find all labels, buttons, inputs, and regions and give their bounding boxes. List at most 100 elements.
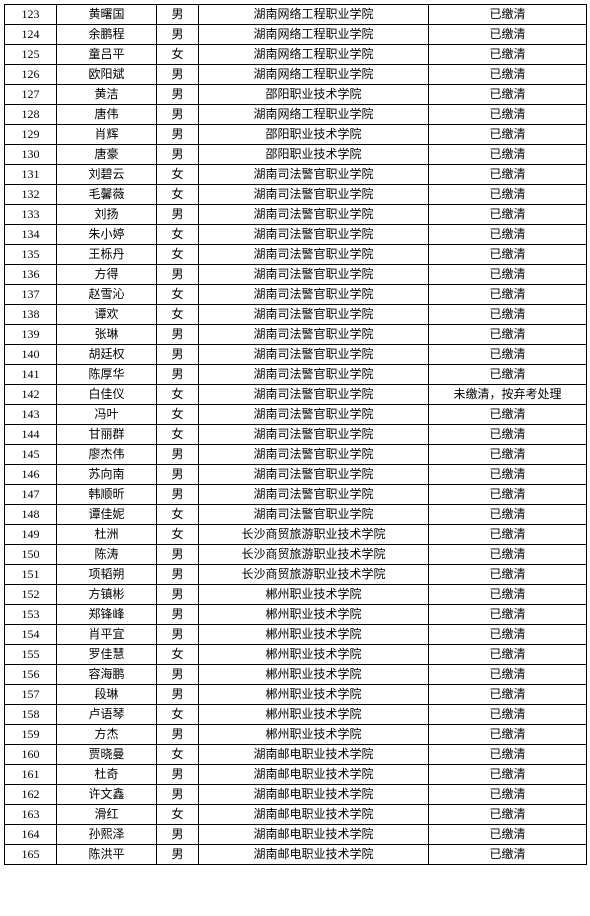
- gender: 女: [157, 745, 199, 765]
- row-number: 157: [5, 685, 57, 705]
- gender: 男: [157, 545, 199, 565]
- gender: 男: [157, 345, 199, 365]
- school: 湖南司法警官职业学院: [199, 425, 429, 445]
- status: 已缴清: [429, 845, 587, 865]
- student-name: 滑红: [57, 805, 157, 825]
- gender: 女: [157, 305, 199, 325]
- table-row: 159方杰男郴州职业技术学院已缴清: [5, 725, 587, 745]
- school: 湖南司法警官职业学院: [199, 185, 429, 205]
- gender: 男: [157, 105, 199, 125]
- status: 已缴清: [429, 605, 587, 625]
- gender: 男: [157, 585, 199, 605]
- student-name: 贾晓曼: [57, 745, 157, 765]
- status: 已缴清: [429, 645, 587, 665]
- gender: 女: [157, 385, 199, 405]
- school: 邵阳职业技术学院: [199, 125, 429, 145]
- table-row: 146苏向南男湖南司法警官职业学院已缴清: [5, 465, 587, 485]
- table-row: 136方得男湖南司法警官职业学院已缴清: [5, 265, 587, 285]
- status: 已缴清: [429, 245, 587, 265]
- student-name: 冯叶: [57, 405, 157, 425]
- row-number: 124: [5, 25, 57, 45]
- status: 已缴清: [429, 425, 587, 445]
- school: 湖南司法警官职业学院: [199, 245, 429, 265]
- school: 郴州职业技术学院: [199, 665, 429, 685]
- row-number: 146: [5, 465, 57, 485]
- student-name: 赵雪沁: [57, 285, 157, 305]
- table-row: 144甘丽群女湖南司法警官职业学院已缴清: [5, 425, 587, 445]
- table-row: 130唐豪男邵阳职业技术学院已缴清: [5, 145, 587, 165]
- student-name: 余鹏程: [57, 25, 157, 45]
- student-table: 123黄曙国男湖南网络工程职业学院已缴清124余鹏程男湖南网络工程职业学院已缴清…: [4, 4, 587, 865]
- student-name: 卢语琴: [57, 705, 157, 725]
- school: 郴州职业技术学院: [199, 625, 429, 645]
- gender: 男: [157, 145, 199, 165]
- school: 湖南司法警官职业学院: [199, 165, 429, 185]
- table-row: 161杜奇男湖南邮电职业技术学院已缴清: [5, 765, 587, 785]
- gender: 男: [157, 605, 199, 625]
- school: 湖南司法警官职业学院: [199, 365, 429, 385]
- row-number: 144: [5, 425, 57, 445]
- row-number: 131: [5, 165, 57, 185]
- gender: 男: [157, 725, 199, 745]
- table-row: 151项韬朔男长沙商贸旅游职业技术学院已缴清: [5, 565, 587, 585]
- table-row: 147韩顺昕男湖南司法警官职业学院已缴清: [5, 485, 587, 505]
- school: 湖南司法警官职业学院: [199, 305, 429, 325]
- row-number: 163: [5, 805, 57, 825]
- student-name: 童吕平: [57, 45, 157, 65]
- gender: 男: [157, 465, 199, 485]
- row-number: 147: [5, 485, 57, 505]
- gender: 女: [157, 405, 199, 425]
- table-row: 131刘碧云女湖南司法警官职业学院已缴清: [5, 165, 587, 185]
- gender: 男: [157, 65, 199, 85]
- gender: 女: [157, 645, 199, 665]
- gender: 女: [157, 285, 199, 305]
- row-number: 160: [5, 745, 57, 765]
- school: 湖南网络工程职业学院: [199, 5, 429, 25]
- table-row: 157段琳男郴州职业技术学院已缴清: [5, 685, 587, 705]
- row-number: 149: [5, 525, 57, 545]
- school: 湖南司法警官职业学院: [199, 265, 429, 285]
- table-row: 142白佳仪女湖南司法警官职业学院未缴清，按弃考处理: [5, 385, 587, 405]
- student-name: 方杰: [57, 725, 157, 745]
- row-number: 132: [5, 185, 57, 205]
- school: 邵阳职业技术学院: [199, 145, 429, 165]
- student-name: 胡廷权: [57, 345, 157, 365]
- row-number: 127: [5, 85, 57, 105]
- table-row: 143冯叶女湖南司法警官职业学院已缴清: [5, 405, 587, 425]
- status: 已缴清: [429, 145, 587, 165]
- table-row: 141陈厚华男湖南司法警官职业学院已缴清: [5, 365, 587, 385]
- school: 湖南司法警官职业学院: [199, 385, 429, 405]
- student-name: 廖杰伟: [57, 445, 157, 465]
- gender: 女: [157, 705, 199, 725]
- row-number: 140: [5, 345, 57, 365]
- row-number: 123: [5, 5, 57, 25]
- school: 湖南司法警官职业学院: [199, 405, 429, 425]
- student-name: 刘扬: [57, 205, 157, 225]
- status: 已缴清: [429, 545, 587, 565]
- row-number: 159: [5, 725, 57, 745]
- school: 湖南邮电职业技术学院: [199, 805, 429, 825]
- gender: 男: [157, 365, 199, 385]
- school: 郴州职业技术学院: [199, 685, 429, 705]
- student-name: 方镇彬: [57, 585, 157, 605]
- gender: 女: [157, 425, 199, 445]
- school: 湖南司法警官职业学院: [199, 345, 429, 365]
- gender: 男: [157, 845, 199, 865]
- table-row: 133刘扬男湖南司法警官职业学院已缴清: [5, 205, 587, 225]
- status: 已缴清: [429, 805, 587, 825]
- gender: 男: [157, 625, 199, 645]
- status: 已缴清: [429, 765, 587, 785]
- row-number: 139: [5, 325, 57, 345]
- school: 湖南邮电职业技术学院: [199, 845, 429, 865]
- status: 已缴清: [429, 445, 587, 465]
- gender: 男: [157, 485, 199, 505]
- student-name: 黄曙国: [57, 5, 157, 25]
- table-row: 125童吕平女湖南网络工程职业学院已缴清: [5, 45, 587, 65]
- student-name: 唐伟: [57, 105, 157, 125]
- table-row: 154肖平宜男郴州职业技术学院已缴清: [5, 625, 587, 645]
- status: 已缴清: [429, 285, 587, 305]
- table-row: 127黄洁男邵阳职业技术学院已缴清: [5, 85, 587, 105]
- table-row: 163滑红女湖南邮电职业技术学院已缴清: [5, 805, 587, 825]
- school: 湖南网络工程职业学院: [199, 105, 429, 125]
- gender: 男: [157, 205, 199, 225]
